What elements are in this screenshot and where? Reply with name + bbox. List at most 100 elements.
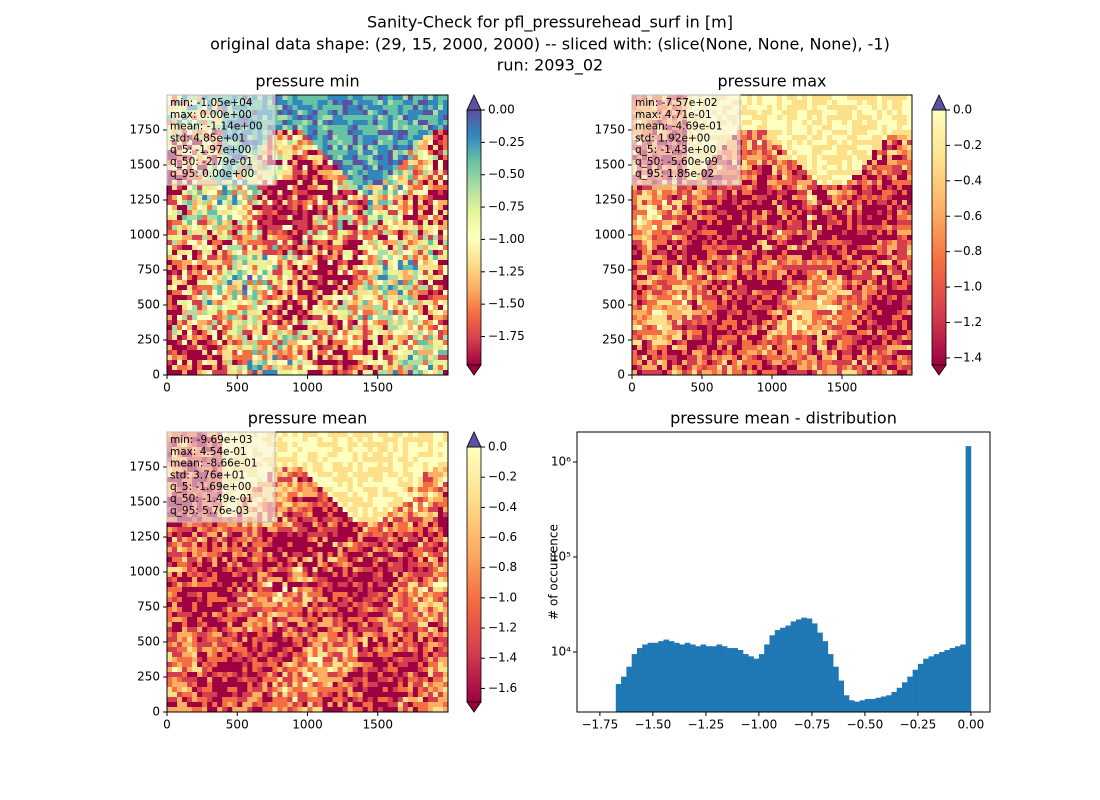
heatmap-cell (362, 225, 369, 231)
heatmap-cell (857, 150, 863, 156)
heatmap-cell (437, 95, 444, 101)
heatmap-cell (282, 120, 288, 126)
heatmap-cell (277, 320, 283, 326)
heatmap-cell (832, 165, 838, 171)
heatmap-cell (207, 240, 213, 246)
heatmap-cell (397, 175, 404, 181)
heatmap-cell (277, 215, 283, 221)
heatmap-cell (352, 140, 359, 146)
heatmap-cell (282, 150, 288, 156)
heatmap-cell (897, 205, 903, 211)
heatmap-cell (332, 295, 339, 301)
heatmap-cell (897, 235, 903, 241)
heatmap-cell (837, 95, 843, 101)
heatmap-cell (422, 100, 429, 106)
heatmap-cell (307, 320, 313, 326)
heatmap-cell (822, 170, 828, 176)
heatmap-cell (362, 295, 369, 301)
heatmap-cell (872, 110, 878, 116)
heatmap-cell (187, 320, 193, 326)
heatmap-cell (412, 190, 419, 196)
heatmap-cell (212, 245, 218, 251)
heatmap-cell (257, 240, 263, 246)
heatmap-cell (422, 260, 429, 266)
heatmap-cell (752, 115, 758, 121)
heatmap-cell (307, 340, 313, 346)
heatmap-cell (802, 100, 808, 106)
heatmap-cell (907, 130, 913, 136)
heatmap-cell (767, 220, 773, 226)
heatmap-cell (887, 170, 893, 176)
heatmap-cell (317, 195, 323, 201)
heatmap-cell (442, 140, 449, 146)
heatmap-cell (662, 190, 668, 196)
heatmap-cell (307, 230, 313, 236)
heatmap-cell (432, 250, 439, 256)
heatmap-cell (632, 220, 638, 226)
heatmap-cell (307, 295, 313, 301)
heatmap-cell (192, 185, 198, 191)
heatmap-cell (347, 210, 354, 216)
heatmap-cell (172, 325, 178, 331)
heatmap-cell (432, 145, 439, 151)
heatmap-cell (352, 150, 359, 156)
heatmap-cell (747, 175, 753, 181)
heatmap-cell (427, 270, 434, 276)
heatmap-cell (402, 355, 409, 361)
heatmap-cell (192, 240, 198, 246)
heatmap-cell (812, 205, 818, 211)
heatmap-cell (782, 160, 788, 166)
heatmap-cell (862, 220, 868, 226)
heatmap-cell (337, 340, 344, 346)
heatmap-cell (402, 190, 409, 196)
heatmap-cell (872, 155, 878, 161)
heatmap-cell (212, 240, 218, 246)
heatmap-cell (412, 180, 419, 186)
heatmap-cell (287, 340, 293, 346)
heatmap-cell (847, 240, 853, 246)
heatmap-cell (172, 355, 178, 361)
heatmap-cell (392, 230, 399, 236)
heatmap-cell (797, 205, 803, 211)
heatmap-cell (382, 100, 389, 106)
heatmap-cell (317, 110, 323, 116)
colorbar-tick-label: −1.25 (488, 264, 525, 278)
heatmap-cell (427, 95, 434, 101)
heatmap-cell (282, 220, 288, 226)
heatmap-cell (887, 135, 893, 141)
heatmap-cell (802, 95, 808, 101)
heatmap-cell (442, 345, 449, 351)
heatmap-cell (807, 235, 813, 241)
heatmap-cell (377, 265, 384, 271)
heatmap-cell (767, 170, 773, 176)
heatmap-cell (207, 250, 213, 256)
heatmap-cell (342, 250, 349, 256)
heatmap-cell (207, 205, 213, 211)
heatmap-cell (832, 160, 838, 166)
heatmap-cell (847, 220, 853, 226)
heatmap-cell (822, 130, 828, 136)
heatmap-cell (312, 220, 318, 226)
heatmap-cell (717, 215, 723, 221)
heatmap-cell (442, 250, 449, 256)
heatmap-cell (422, 125, 429, 131)
heatmap-cell (312, 215, 318, 221)
heatmap-cell (392, 185, 399, 191)
heatmap-cell (352, 170, 359, 176)
heatmap-cell (322, 205, 328, 211)
heatmap-cell (777, 130, 783, 136)
heatmap-cell (657, 210, 663, 216)
heatmap-cell (372, 220, 379, 226)
heatmap-cell (167, 340, 173, 346)
heatmap-cell (357, 250, 364, 256)
heatmap-cell (847, 125, 853, 131)
heatmap-cell (222, 280, 228, 286)
heatmap-cell (392, 300, 399, 306)
heatmap-cell (302, 360, 308, 366)
heatmap-cell (857, 170, 863, 176)
heatmap-cell (387, 190, 394, 196)
heatmap-cell (857, 155, 863, 161)
heatmap-cell (332, 220, 339, 226)
heatmap-cell (387, 160, 394, 166)
heatmap-cell (287, 180, 293, 186)
